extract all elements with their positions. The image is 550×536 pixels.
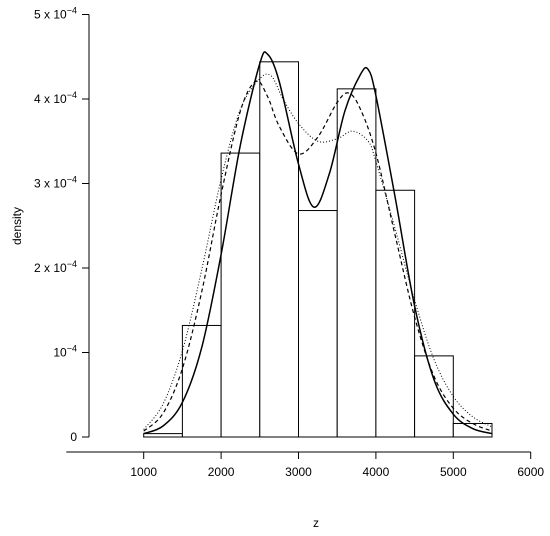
y-axis-ticks: 0 10−4 2 x 10−4 3 x 10−4 4 x 10−4 5 x 10−4 — [34, 6, 89, 444]
x-tick-label: 6000 — [517, 465, 544, 479]
histogram-bar — [181, 324, 222, 438]
histogram-bar — [298, 210, 338, 438]
y-axis-title: density — [10, 207, 24, 245]
y-tick-label: 3 x 10−4 — [34, 175, 77, 191]
histogram-bar — [375, 189, 416, 438]
x-tick-label: 3000 — [285, 465, 312, 479]
density-curve-dashed — [143, 80, 493, 432]
x-tick-label: 4000 — [363, 465, 390, 479]
y-axis: 0 10−4 2 x 10−4 3 x 10−4 4 x 10−4 5 x 10−4 — [34, 6, 90, 444]
y-tick-label: 2 x 10−4 — [34, 259, 77, 275]
x-tick-label: 1000 — [130, 465, 157, 479]
density-curve-solid — [143, 51, 493, 435]
x-axis: 1000 2000 3000 4000 5000 6000 — [66, 451, 544, 479]
y-tick-label: 0 — [70, 430, 77, 444]
histogram-bars — [143, 61, 493, 438]
histogram-bar — [336, 88, 377, 438]
x-tick-label: 5000 — [440, 465, 467, 479]
histogram-bar — [143, 433, 183, 438]
histogram-bar — [452, 422, 493, 438]
histogram-bar — [259, 61, 299, 438]
y-tick-label: 5 x 10−4 — [34, 6, 77, 22]
plot-region — [143, 51, 493, 438]
y-tick-label: 10−4 — [53, 344, 77, 360]
x-axis-title: z — [313, 516, 319, 530]
histogram-bar — [414, 355, 454, 438]
histogram-bar — [220, 152, 261, 438]
density-curves — [143, 51, 493, 435]
y-tick-label: 4 x 10−4 — [34, 90, 77, 106]
x-tick-label: 2000 — [208, 465, 235, 479]
x-axis-ticks: 1000 2000 3000 4000 5000 6000 — [130, 452, 544, 479]
